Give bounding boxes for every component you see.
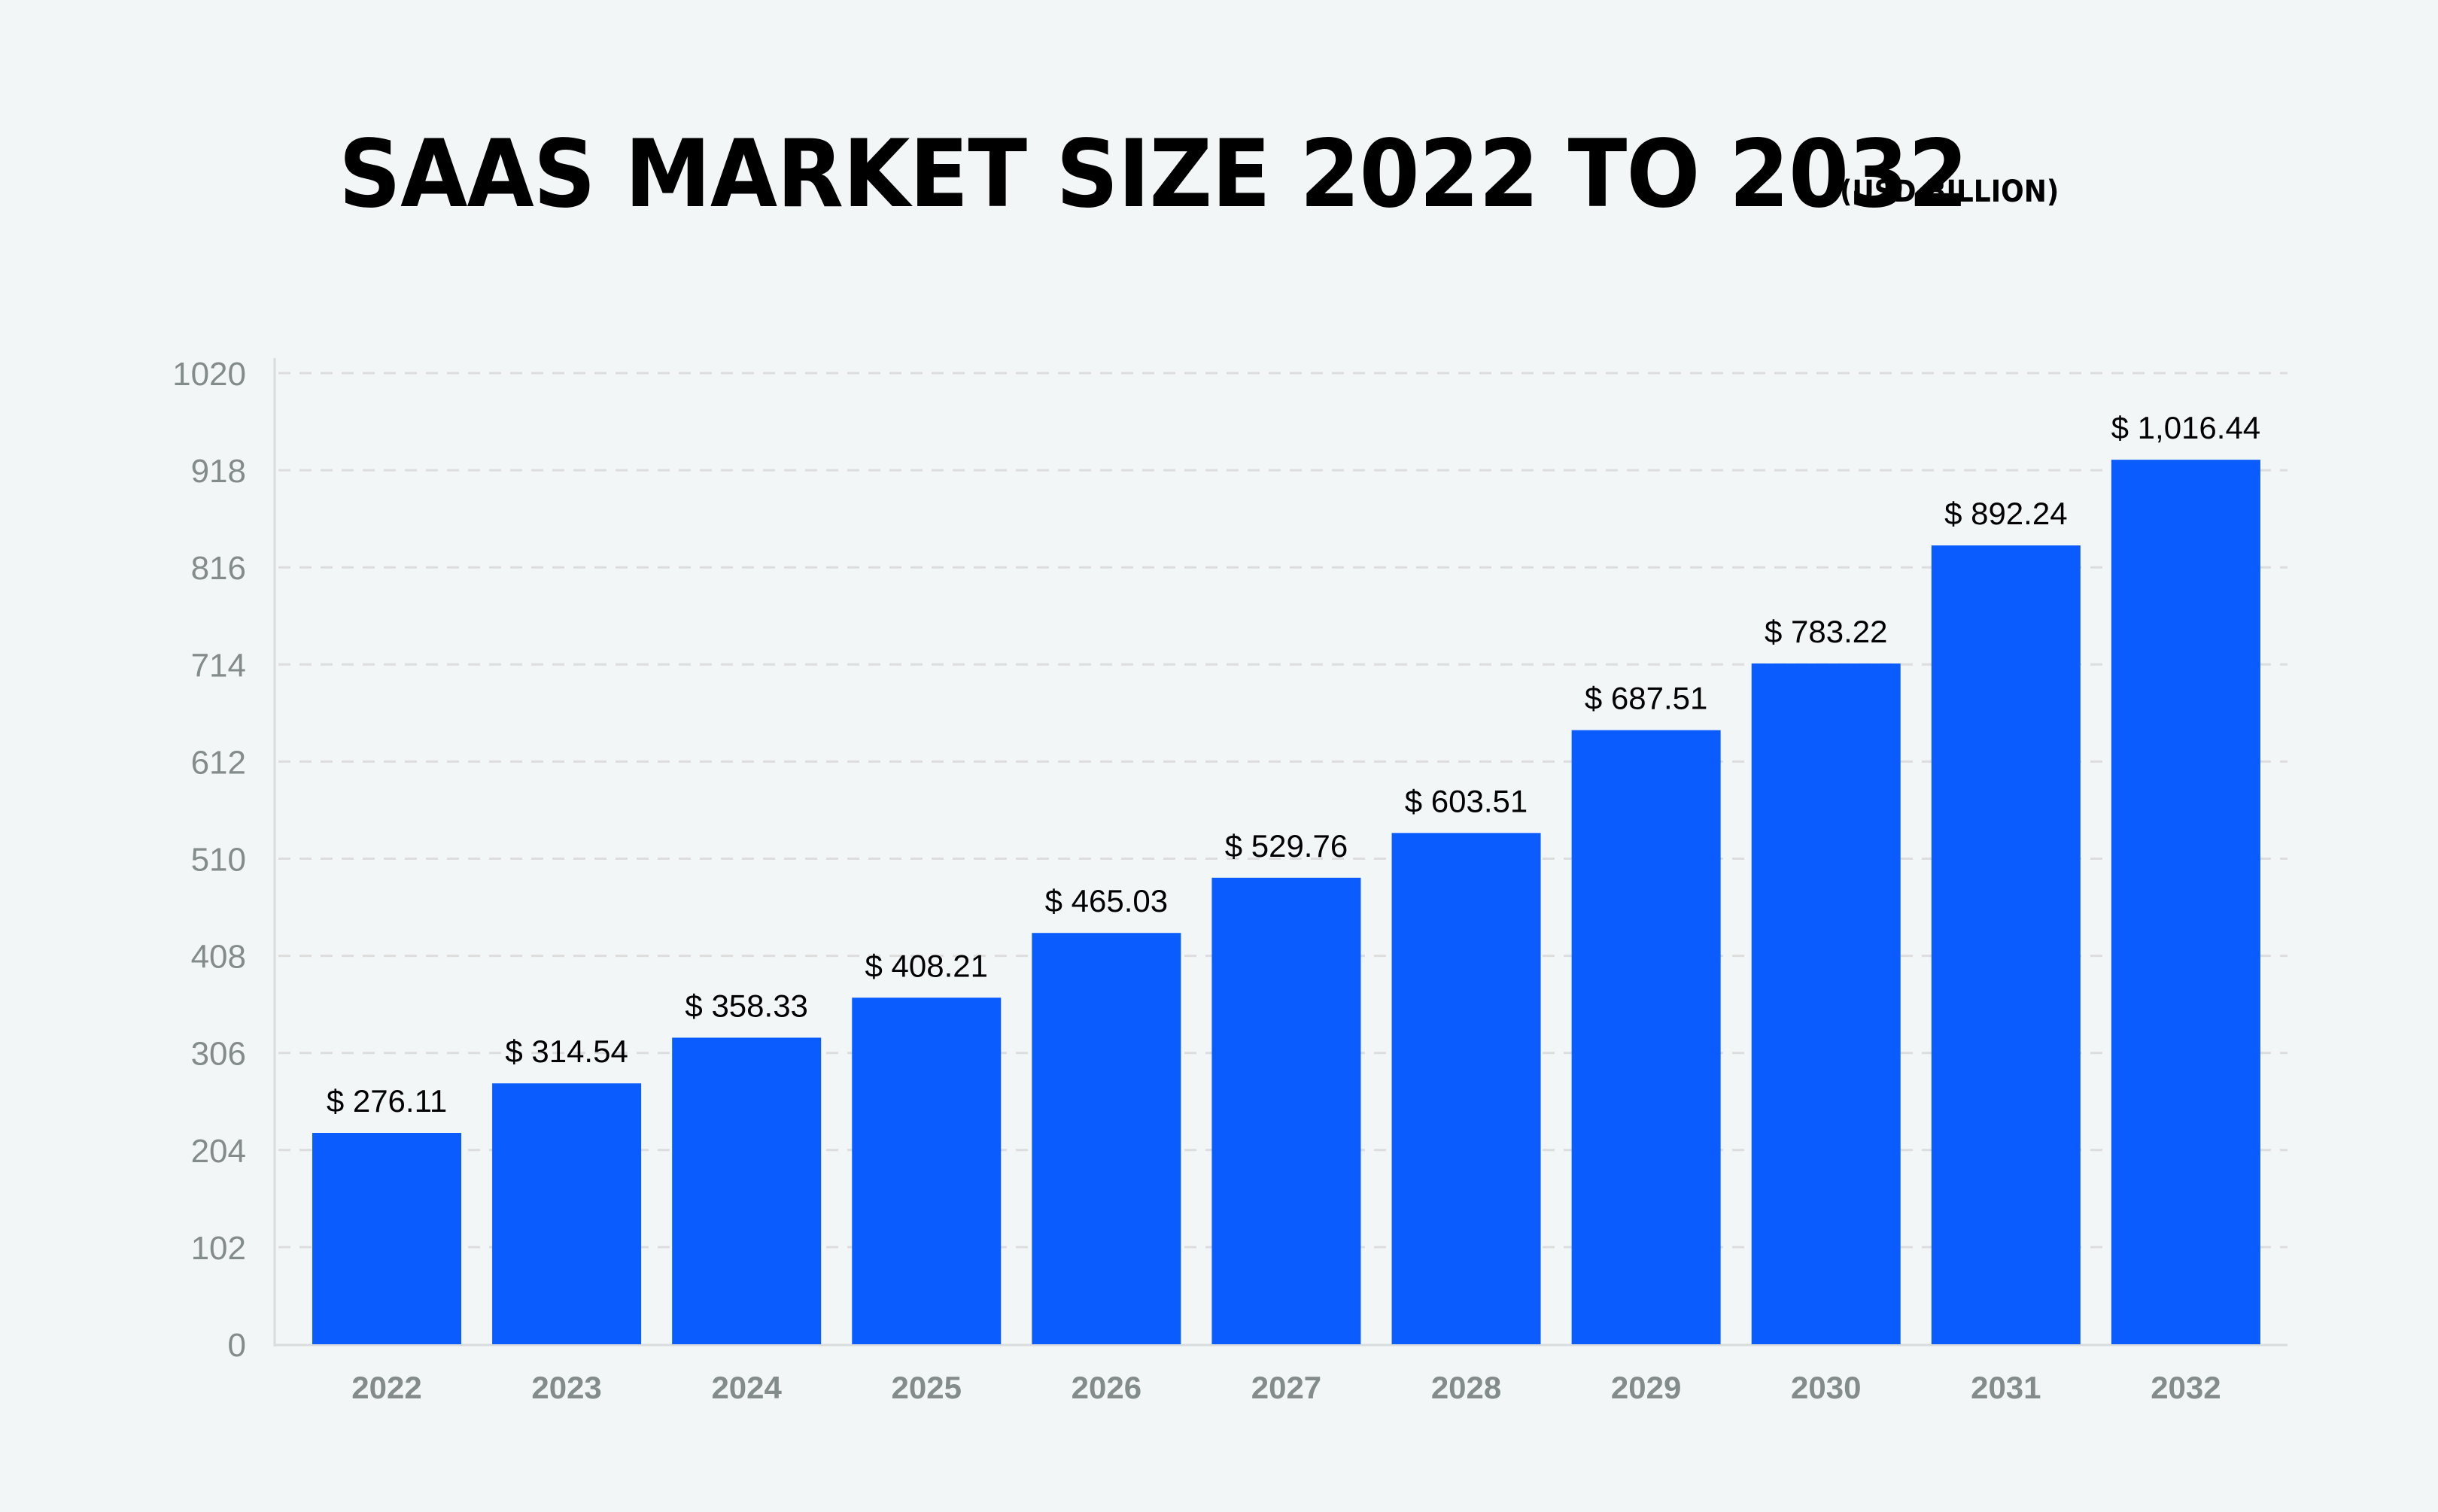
data-label: $ 1,016.44 (2111, 410, 2261, 445)
bar (492, 1083, 642, 1344)
y-tick-label: 612 (191, 744, 246, 781)
data-label: $ 408.21 (865, 948, 989, 983)
x-tick-label: 2025 (892, 1370, 962, 1405)
bar (1032, 933, 1181, 1344)
bar (1931, 545, 2081, 1344)
x-tick-label: 2022 (351, 1370, 421, 1405)
bar (1211, 877, 1361, 1344)
bar (852, 997, 1002, 1344)
x-tick-label: 2030 (1791, 1370, 1861, 1405)
data-label: $ 687.51 (1585, 681, 1708, 716)
x-tick-label: 2029 (1611, 1370, 1681, 1405)
bar (312, 1133, 461, 1344)
data-label: $ 314.54 (505, 1034, 628, 1069)
y-tick-label: 0 (228, 1327, 246, 1364)
x-tick-label: 2026 (1072, 1370, 1141, 1405)
y-tick-label: 408 (191, 939, 246, 976)
x-tick-label: 2027 (1251, 1370, 1321, 1405)
data-label: $ 276.11 (327, 1083, 447, 1119)
y-tick-label: 816 (191, 550, 246, 587)
x-tick-label: 2023 (531, 1370, 601, 1405)
y-tick-label: 714 (191, 647, 246, 684)
y-tick-label: 204 (191, 1133, 246, 1170)
x-tick-label: 2032 (2151, 1370, 2221, 1405)
bar (672, 1037, 822, 1344)
y-tick-label: 510 (191, 842, 246, 879)
y-tick-label: 918 (191, 453, 246, 490)
bar (2111, 460, 2260, 1344)
data-label: $ 892.24 (1944, 496, 2068, 531)
chart-subtitle: (USD BILLION) (1840, 175, 2060, 209)
bar (1391, 833, 1541, 1344)
chart-title: SAAS MARKET SIZE 2022 TO 2032 (339, 120, 1968, 229)
y-tick-label: 1020 (172, 356, 246, 393)
bar (1751, 663, 1901, 1344)
y-tick-label: 306 (191, 1036, 246, 1073)
data-label: $ 358.33 (685, 988, 808, 1023)
bar (1571, 730, 1721, 1344)
x-tick-label: 2028 (1431, 1370, 1501, 1405)
x-tick-label: 2031 (1971, 1370, 2041, 1405)
data-label: $ 783.22 (1765, 614, 1888, 649)
data-label: $ 529.76 (1225, 828, 1348, 864)
data-label: $ 465.03 (1045, 883, 1169, 918)
y-tick-label: 102 (191, 1230, 246, 1267)
x-tick-label: 2024 (711, 1370, 782, 1405)
data-label: $ 603.51 (1405, 783, 1528, 818)
